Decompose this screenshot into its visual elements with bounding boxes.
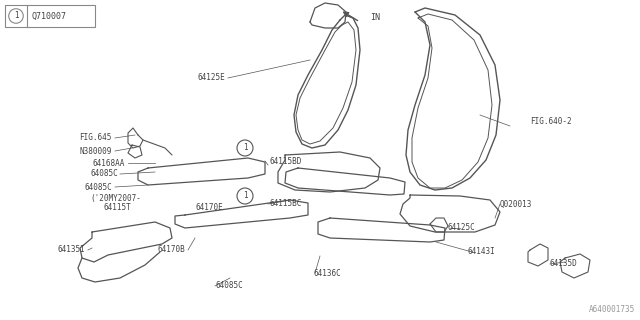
Text: FIG.640-2: FIG.640-2: [530, 117, 572, 126]
Text: 64135D: 64135D: [550, 260, 578, 268]
Text: 1: 1: [13, 12, 19, 20]
Bar: [5, 5, 95, 27]
Text: FIG.645: FIG.645: [79, 133, 112, 142]
Text: A640001735: A640001735: [589, 305, 635, 314]
Text: 64136C: 64136C: [313, 268, 340, 277]
Text: 64135I: 64135I: [57, 245, 85, 254]
Text: 64115BC: 64115BC: [270, 199, 302, 209]
Text: Q710007: Q710007: [32, 12, 67, 20]
Text: 64170E: 64170E: [195, 203, 223, 212]
Text: 64115T: 64115T: [104, 204, 132, 212]
Text: 64170B: 64170B: [157, 245, 185, 254]
Text: 64115BD: 64115BD: [270, 156, 302, 165]
Text: Q020013: Q020013: [500, 199, 532, 209]
Text: 64125E: 64125E: [197, 74, 225, 83]
Text: 64168AA: 64168AA: [93, 158, 125, 167]
Text: 64085C: 64085C: [90, 170, 118, 179]
Text: 64085C: 64085C: [84, 182, 112, 191]
Text: 1: 1: [243, 191, 247, 201]
Text: 64085C: 64085C: [215, 282, 243, 291]
Text: ('20MY2007-: ('20MY2007-: [90, 194, 141, 203]
Text: 1: 1: [243, 143, 247, 153]
Text: 64125C: 64125C: [447, 223, 475, 233]
Text: N380009: N380009: [79, 147, 112, 156]
Text: IN: IN: [370, 13, 380, 22]
Text: 64143I: 64143I: [468, 247, 496, 257]
